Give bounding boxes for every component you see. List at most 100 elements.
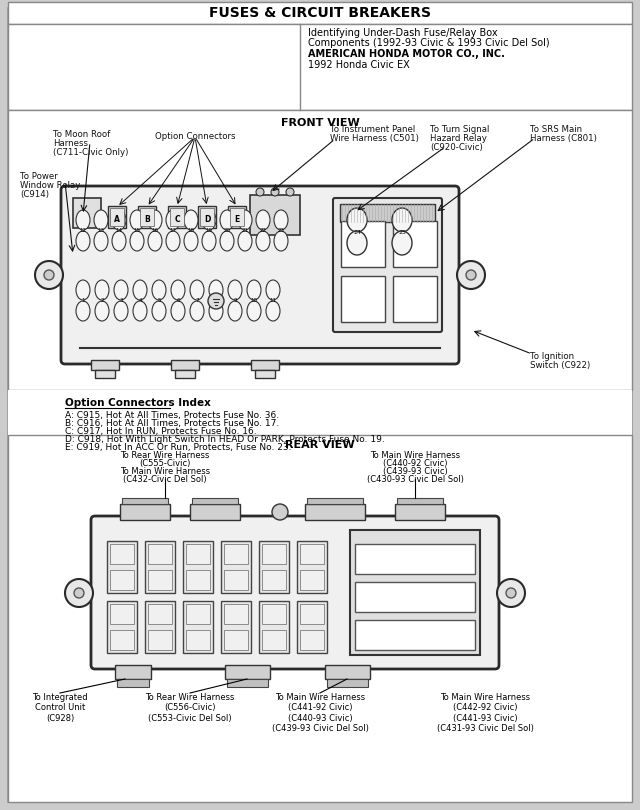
FancyBboxPatch shape — [333, 198, 442, 332]
Circle shape — [506, 588, 516, 598]
Bar — [355, 620, 475, 650]
Bar — [170, 208, 184, 226]
Text: E: E — [234, 215, 239, 224]
Bar — [8, 110, 632, 390]
Circle shape — [271, 188, 279, 196]
Text: To Power: To Power — [20, 172, 58, 181]
Text: (C711-Civic Only): (C711-Civic Only) — [53, 148, 129, 157]
Bar — [262, 544, 286, 564]
Ellipse shape — [114, 280, 128, 300]
Bar — [397, 498, 443, 504]
FancyBboxPatch shape — [61, 186, 459, 364]
Ellipse shape — [133, 301, 147, 321]
Bar — [73, 198, 101, 228]
Bar — [110, 570, 134, 590]
Bar — [110, 544, 134, 564]
Bar — [148, 604, 172, 624]
Ellipse shape — [94, 210, 108, 230]
Text: 17: 17 — [170, 228, 177, 233]
Ellipse shape — [202, 231, 216, 251]
Bar — [341, 276, 385, 322]
Circle shape — [35, 261, 63, 289]
Text: D: C918, Hot With Light Switch In HEAD Or PARK, Protects Fuse No. 19.: D: C918, Hot With Light Switch In HEAD O… — [65, 435, 385, 444]
Ellipse shape — [266, 280, 280, 300]
Bar — [221, 601, 251, 653]
Ellipse shape — [247, 301, 261, 321]
Text: Wire Harness (C501): Wire Harness (C501) — [330, 134, 419, 143]
Circle shape — [466, 270, 476, 280]
Text: 4: 4 — [138, 299, 141, 304]
Bar — [259, 541, 289, 593]
Ellipse shape — [112, 231, 126, 251]
Bar — [171, 360, 199, 370]
Text: B: C916, Hot At All Times, Protects Fuse No. 17.: B: C916, Hot At All Times, Protects Fuse… — [65, 419, 279, 428]
Bar — [95, 370, 115, 378]
Circle shape — [44, 270, 54, 280]
Bar — [307, 498, 363, 504]
Bar — [200, 208, 214, 226]
Ellipse shape — [114, 301, 128, 321]
Text: REAR VIEW: REAR VIEW — [285, 440, 355, 450]
Bar — [8, 435, 632, 802]
Ellipse shape — [148, 231, 162, 251]
Bar — [230, 208, 244, 226]
Text: 19: 19 — [205, 228, 212, 233]
Ellipse shape — [171, 301, 185, 321]
Bar — [395, 504, 445, 520]
Ellipse shape — [184, 231, 198, 251]
Text: To Rear Wire Harness
(C556-Civic)
(C553-Civic Del Sol): To Rear Wire Harness (C556-Civic) (C553-… — [145, 693, 235, 723]
Text: C: C — [174, 215, 180, 224]
Ellipse shape — [392, 231, 412, 255]
Text: 7: 7 — [195, 299, 199, 304]
Bar — [300, 544, 324, 564]
Circle shape — [256, 188, 264, 196]
Bar — [255, 370, 275, 378]
Bar — [145, 541, 175, 593]
Bar — [325, 665, 370, 679]
Text: Hazard Relay: Hazard Relay — [430, 134, 487, 143]
Bar — [183, 601, 213, 653]
Text: To Rear Wire Harness: To Rear Wire Harness — [120, 451, 210, 460]
Text: Identifying Under-Dash Fuse/Relay Box: Identifying Under-Dash Fuse/Relay Box — [308, 28, 498, 38]
Text: To Integrated
Control Unit
(C928): To Integrated Control Unit (C928) — [32, 693, 88, 723]
Text: 25: 25 — [398, 229, 406, 235]
FancyBboxPatch shape — [91, 516, 499, 669]
Bar — [8, 390, 632, 435]
Text: Harness (C801): Harness (C801) — [530, 134, 597, 143]
Text: To Main Wire Harness
(C442-92 Civic)
(C441-93 Civic)
(C431-93 Civic Del Sol): To Main Wire Harness (C442-92 Civic) (C4… — [436, 693, 533, 733]
Ellipse shape — [247, 280, 261, 300]
Bar — [117, 679, 149, 687]
Bar — [145, 601, 175, 653]
Bar — [175, 370, 195, 378]
Bar — [186, 570, 210, 590]
Bar — [190, 504, 240, 520]
Bar — [186, 604, 210, 624]
Bar — [297, 541, 327, 593]
Ellipse shape — [148, 210, 162, 230]
Text: 18: 18 — [188, 228, 195, 233]
Ellipse shape — [184, 210, 198, 230]
Text: 6: 6 — [176, 299, 180, 304]
Bar — [305, 504, 365, 520]
Ellipse shape — [130, 231, 144, 251]
Bar — [138, 206, 156, 228]
Text: 1992 Honda Civic EX: 1992 Honda Civic EX — [308, 60, 410, 70]
Text: To Moon Roof: To Moon Roof — [53, 130, 110, 139]
Ellipse shape — [347, 231, 367, 255]
Text: (C555-Civic): (C555-Civic) — [140, 459, 191, 468]
Ellipse shape — [256, 210, 270, 230]
Ellipse shape — [347, 208, 367, 232]
Bar — [224, 604, 248, 624]
Bar — [300, 630, 324, 650]
Text: 15: 15 — [134, 228, 141, 233]
Ellipse shape — [220, 210, 234, 230]
Text: (C920-Civic): (C920-Civic) — [430, 143, 483, 152]
Bar — [183, 541, 213, 593]
Text: Option Connectors: Option Connectors — [155, 132, 236, 141]
Text: (C430-93 Civic Del Sol): (C430-93 Civic Del Sol) — [367, 475, 463, 484]
Ellipse shape — [238, 210, 252, 230]
Ellipse shape — [171, 280, 185, 300]
Circle shape — [272, 504, 288, 520]
Bar — [107, 541, 137, 593]
Text: Components (1992-93 Civic & 1993 Civic Del Sol): Components (1992-93 Civic & 1993 Civic D… — [308, 38, 550, 48]
